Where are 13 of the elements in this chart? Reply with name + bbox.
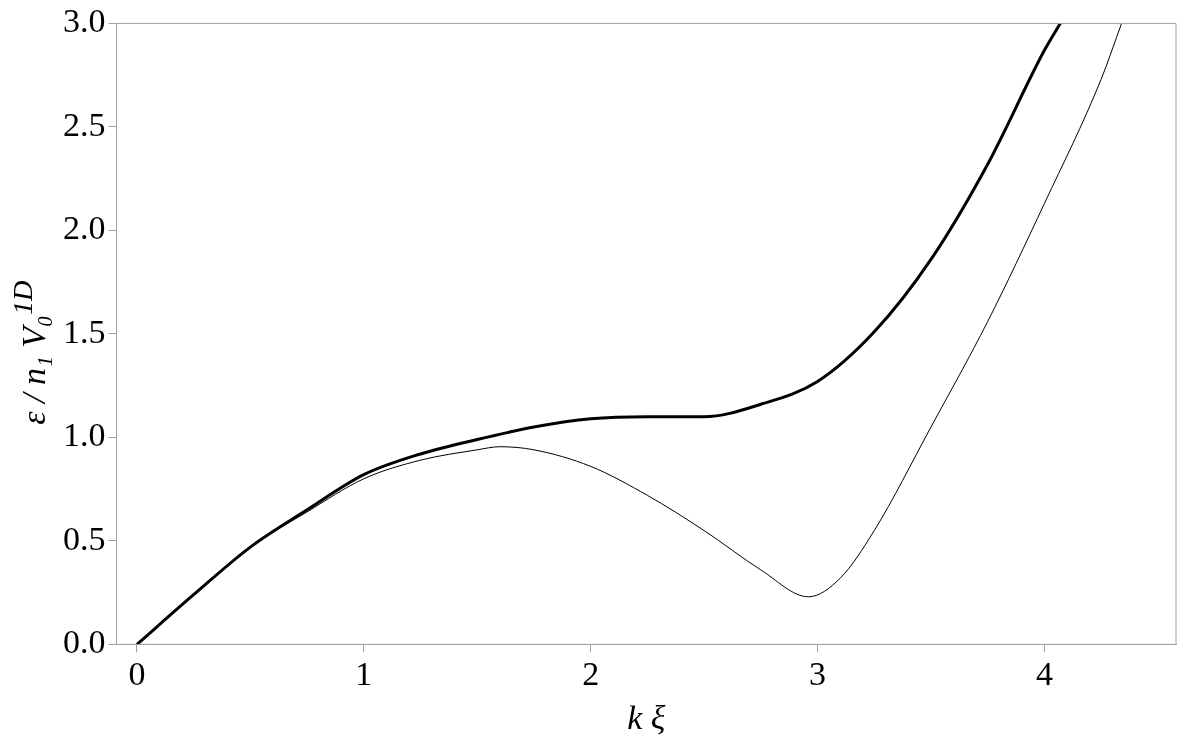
y-tick-label: 3.0 <box>63 2 106 40</box>
y-tick-label: 1.0 <box>63 416 106 454</box>
y-tick-label: 2.5 <box>63 105 106 143</box>
x-tick-label: 1 <box>355 654 373 692</box>
y-tick-label: 0.0 <box>63 623 106 661</box>
y-tick-label: 1.5 <box>63 312 106 350</box>
y-tick-label: 0.5 <box>63 519 106 557</box>
x-tick-label: 4 <box>1035 654 1053 692</box>
x-tick-label: 2 <box>582 654 600 692</box>
x-tick-label: 3 <box>809 654 827 692</box>
x-tick-label: 0 <box>128 654 146 692</box>
y-tick-label: 2.0 <box>63 209 106 247</box>
x-axis-title: k ξ <box>627 698 666 736</box>
